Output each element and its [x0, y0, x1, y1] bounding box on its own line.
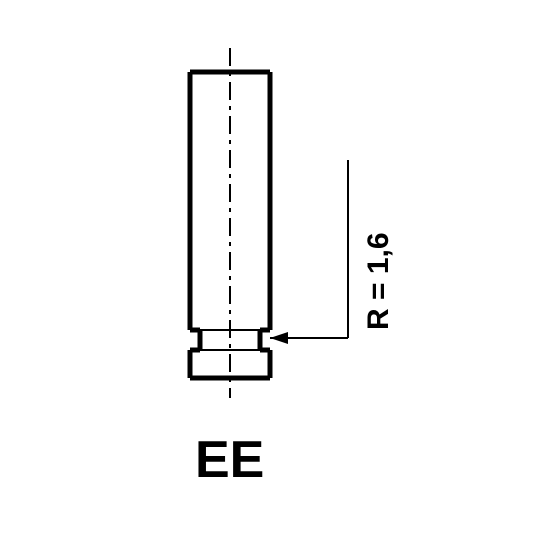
- label-ee: EE: [195, 430, 264, 490]
- valve-diagram: [0, 0, 540, 540]
- radius-annotation: R = 1,6: [362, 232, 396, 330]
